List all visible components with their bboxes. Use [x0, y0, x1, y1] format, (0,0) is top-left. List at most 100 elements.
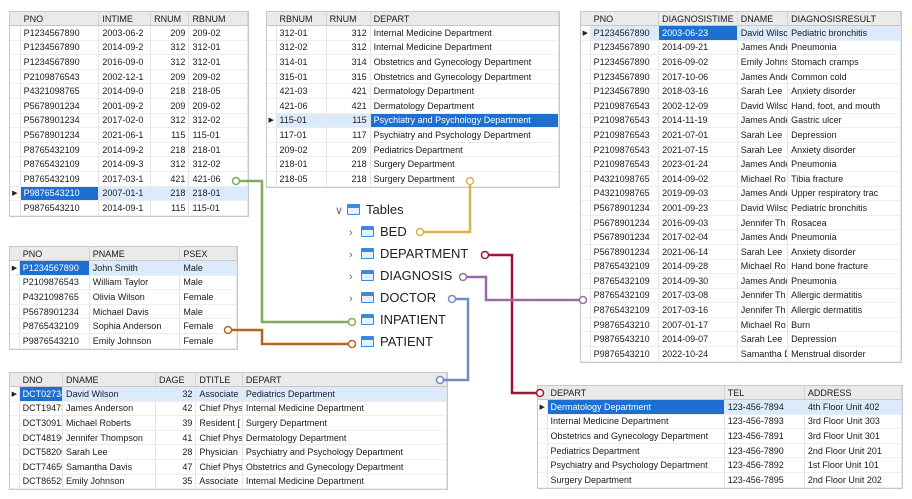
table-cell[interactable]: 2014-09-30: [658, 273, 738, 289]
table-cell[interactable]: Anxiety disorder: [787, 142, 901, 158]
row-indicator[interactable]: [267, 142, 277, 158]
table-cell[interactable]: 421: [150, 171, 190, 187]
tree-root-tables[interactable]: ∨ Tables: [335, 200, 404, 220]
table-row[interactable]: P1234567890 2016-09-0 312 312-01: [10, 54, 248, 70]
table-cell[interactable]: 28: [155, 444, 197, 460]
table-row[interactable]: P5678901234 2017-02-04 James Ande Pneumonia: [581, 229, 901, 245]
table-cell[interactable]: 2021-07-01: [658, 127, 738, 143]
row-indicator[interactable]: [581, 186, 591, 202]
table-cell[interactable]: 2014-09-1: [98, 200, 152, 216]
row-indicator[interactable]: [10, 333, 20, 349]
table-cell[interactable]: P8765432109: [20, 171, 100, 187]
table-cell[interactable]: Internal Medicine Department: [547, 414, 725, 430]
row-indicator[interactable]: [10, 474, 20, 490]
column-header[interactable]: PNO: [20, 12, 100, 26]
table-cell[interactable]: P9876543210: [19, 333, 90, 349]
table-cell[interactable]: P9876543210: [20, 186, 100, 202]
row-indicator[interactable]: [581, 302, 591, 318]
table-cell[interactable]: 218: [150, 83, 190, 99]
table-cell[interactable]: Dermatology Department: [547, 399, 725, 415]
table-cell[interactable]: 314: [326, 54, 371, 70]
table-row[interactable]: DCT30912 Michael Roberts 39 Resident [Surge…: [10, 415, 448, 431]
table-cell[interactable]: 2002-12-1: [98, 69, 152, 85]
table-cell[interactable]: 3rd Floor Unit 303: [804, 414, 903, 430]
column-header[interactable]: DNO: [19, 373, 64, 387]
table-cell[interactable]: Internal Medicine Department: [370, 40, 560, 56]
row-indicator[interactable]: [581, 40, 591, 56]
table-cell[interactable]: 2021-06-14: [658, 244, 738, 260]
table-cell[interactable]: Emily Johnson: [62, 474, 156, 490]
table-cell[interactable]: 2017-03-16: [658, 302, 738, 318]
row-indicator[interactable]: [267, 83, 277, 99]
tree-item-diagnosis[interactable]: › DIAGNOSIS: [349, 266, 452, 286]
table-cell[interactable]: 312: [150, 156, 190, 172]
table-row[interactable]: P2109876543 2021-07-01 Sarah Lee Depression: [581, 127, 901, 143]
current-row-marker-icon[interactable]: ▶: [10, 386, 20, 402]
table-cell[interactable]: 2016-09-02: [658, 54, 738, 70]
column-header[interactable]: DIAGNOSISTIME: [658, 12, 738, 26]
patient-grid[interactable]: PNO PNAME PSEX ▶ P1234567890 John Smith Male P2…: [9, 246, 238, 350]
table-cell[interactable]: 315-01: [276, 69, 327, 85]
table-cell[interactable]: 39: [155, 415, 197, 431]
table-cell[interactable]: P9876543210: [590, 331, 660, 348]
row-indicator[interactable]: [581, 200, 591, 216]
table-cell[interactable]: 2023-01-24: [658, 156, 738, 172]
table-cell[interactable]: 2016-09-0: [98, 54, 152, 70]
table-cell[interactable]: Psychiatry and Psychology Department: [370, 113, 560, 129]
table-row[interactable]: P8765432109 2014-09-30 James Ande Pneumonia: [581, 273, 901, 289]
table-cell[interactable]: P2109876543: [590, 156, 660, 172]
table-cell[interactable]: 2014-09-0: [98, 83, 152, 99]
doctor-grid[interactable]: DNO DNAME DAGE DTITLE DEPART ▶ DCT02734 David W…: [9, 372, 448, 491]
row-indicator[interactable]: [10, 304, 20, 320]
table-cell[interactable]: 35: [155, 474, 197, 490]
table-cell[interactable]: P2109876543: [590, 142, 660, 158]
table-cell[interactable]: Jennifer Th: [737, 302, 789, 318]
table-cell[interactable]: 115-01: [188, 200, 248, 216]
table-cell[interactable]: 2017-03-1: [98, 171, 152, 187]
row-indicator[interactable]: [10, 200, 21, 216]
table-cell[interactable]: 209-02: [188, 98, 248, 114]
table-cell[interactable]: Obstetrics and Gynecology Department: [370, 54, 560, 70]
column-header[interactable]: DEPART: [547, 386, 725, 400]
table-cell[interactable]: 218-01: [276, 156, 327, 172]
table-cell[interactable]: 421-06: [188, 171, 248, 187]
table-cell[interactable]: Michael Ro: [737, 171, 789, 187]
table-cell[interactable]: Sarah Lee: [737, 244, 789, 260]
table-row[interactable]: ▶ DCT02734 David Wilson 32 Associate Pediatri…: [10, 386, 448, 402]
table-cell[interactable]: James Ande: [737, 273, 789, 289]
table-cell[interactable]: David Wilsc: [737, 98, 789, 114]
table-cell[interactable]: Dermatology Department: [242, 430, 448, 446]
table-cell[interactable]: 314-01: [276, 54, 327, 70]
table-cell[interactable]: Male: [179, 275, 237, 291]
column-header[interactable]: DIAGNOSISRESULT: [787, 12, 901, 26]
table-row[interactable]: DCT86529 Emily Johnson 35 Associate Internal…: [10, 474, 448, 490]
row-indicator[interactable]: [10, 318, 20, 334]
table-cell[interactable]: Surgery Department: [370, 156, 560, 172]
table-cell[interactable]: 2nd Floor Unit 202: [804, 472, 903, 488]
table-cell[interactable]: P8765432109: [590, 288, 660, 304]
row-indicator[interactable]: [267, 69, 277, 85]
column-header[interactable]: PNO: [590, 12, 660, 26]
table-cell[interactable]: 123-456-7891: [724, 428, 805, 444]
chevron-down-icon[interactable]: ∨: [335, 205, 344, 217]
table-cell[interactable]: Resident [: [195, 415, 243, 431]
table-cell[interactable]: Surgery Department: [370, 171, 560, 187]
table-cell[interactable]: DCT02734: [19, 386, 64, 402]
table-cell[interactable]: 2014-09-21: [658, 40, 738, 56]
table-row[interactable]: P4321098765 2014-09-0 218 218-05: [10, 83, 248, 99]
table-cell[interactable]: Allergic dermatitis: [787, 288, 901, 304]
table-cell[interactable]: Sarah Lee: [737, 127, 789, 143]
table-cell[interactable]: 218-05: [188, 83, 248, 99]
row-indicator[interactable]: [581, 69, 591, 85]
table-cell[interactable]: P2109876543: [590, 113, 660, 129]
row-indicator[interactable]: [581, 317, 591, 333]
table-cell[interactable]: 218-05: [276, 171, 327, 187]
table-cell[interactable]: Pneumonia: [787, 229, 901, 245]
table-row[interactable]: P2109876543 2021-07-15 Sarah Lee Anxiety di…: [581, 142, 901, 158]
table-cell[interactable]: Emily Johnson: [89, 333, 181, 349]
table-cell[interactable]: 312-02: [276, 40, 327, 56]
table-cell[interactable]: Rosacea: [787, 215, 901, 231]
table-row[interactable]: P9876543210 2014-09-07 Sarah Lee Depression: [581, 331, 901, 348]
row-indicator[interactable]: [538, 414, 548, 430]
table-row[interactable]: DCT19473 James Anderson 42 Chief Phys Intern…: [10, 401, 448, 417]
